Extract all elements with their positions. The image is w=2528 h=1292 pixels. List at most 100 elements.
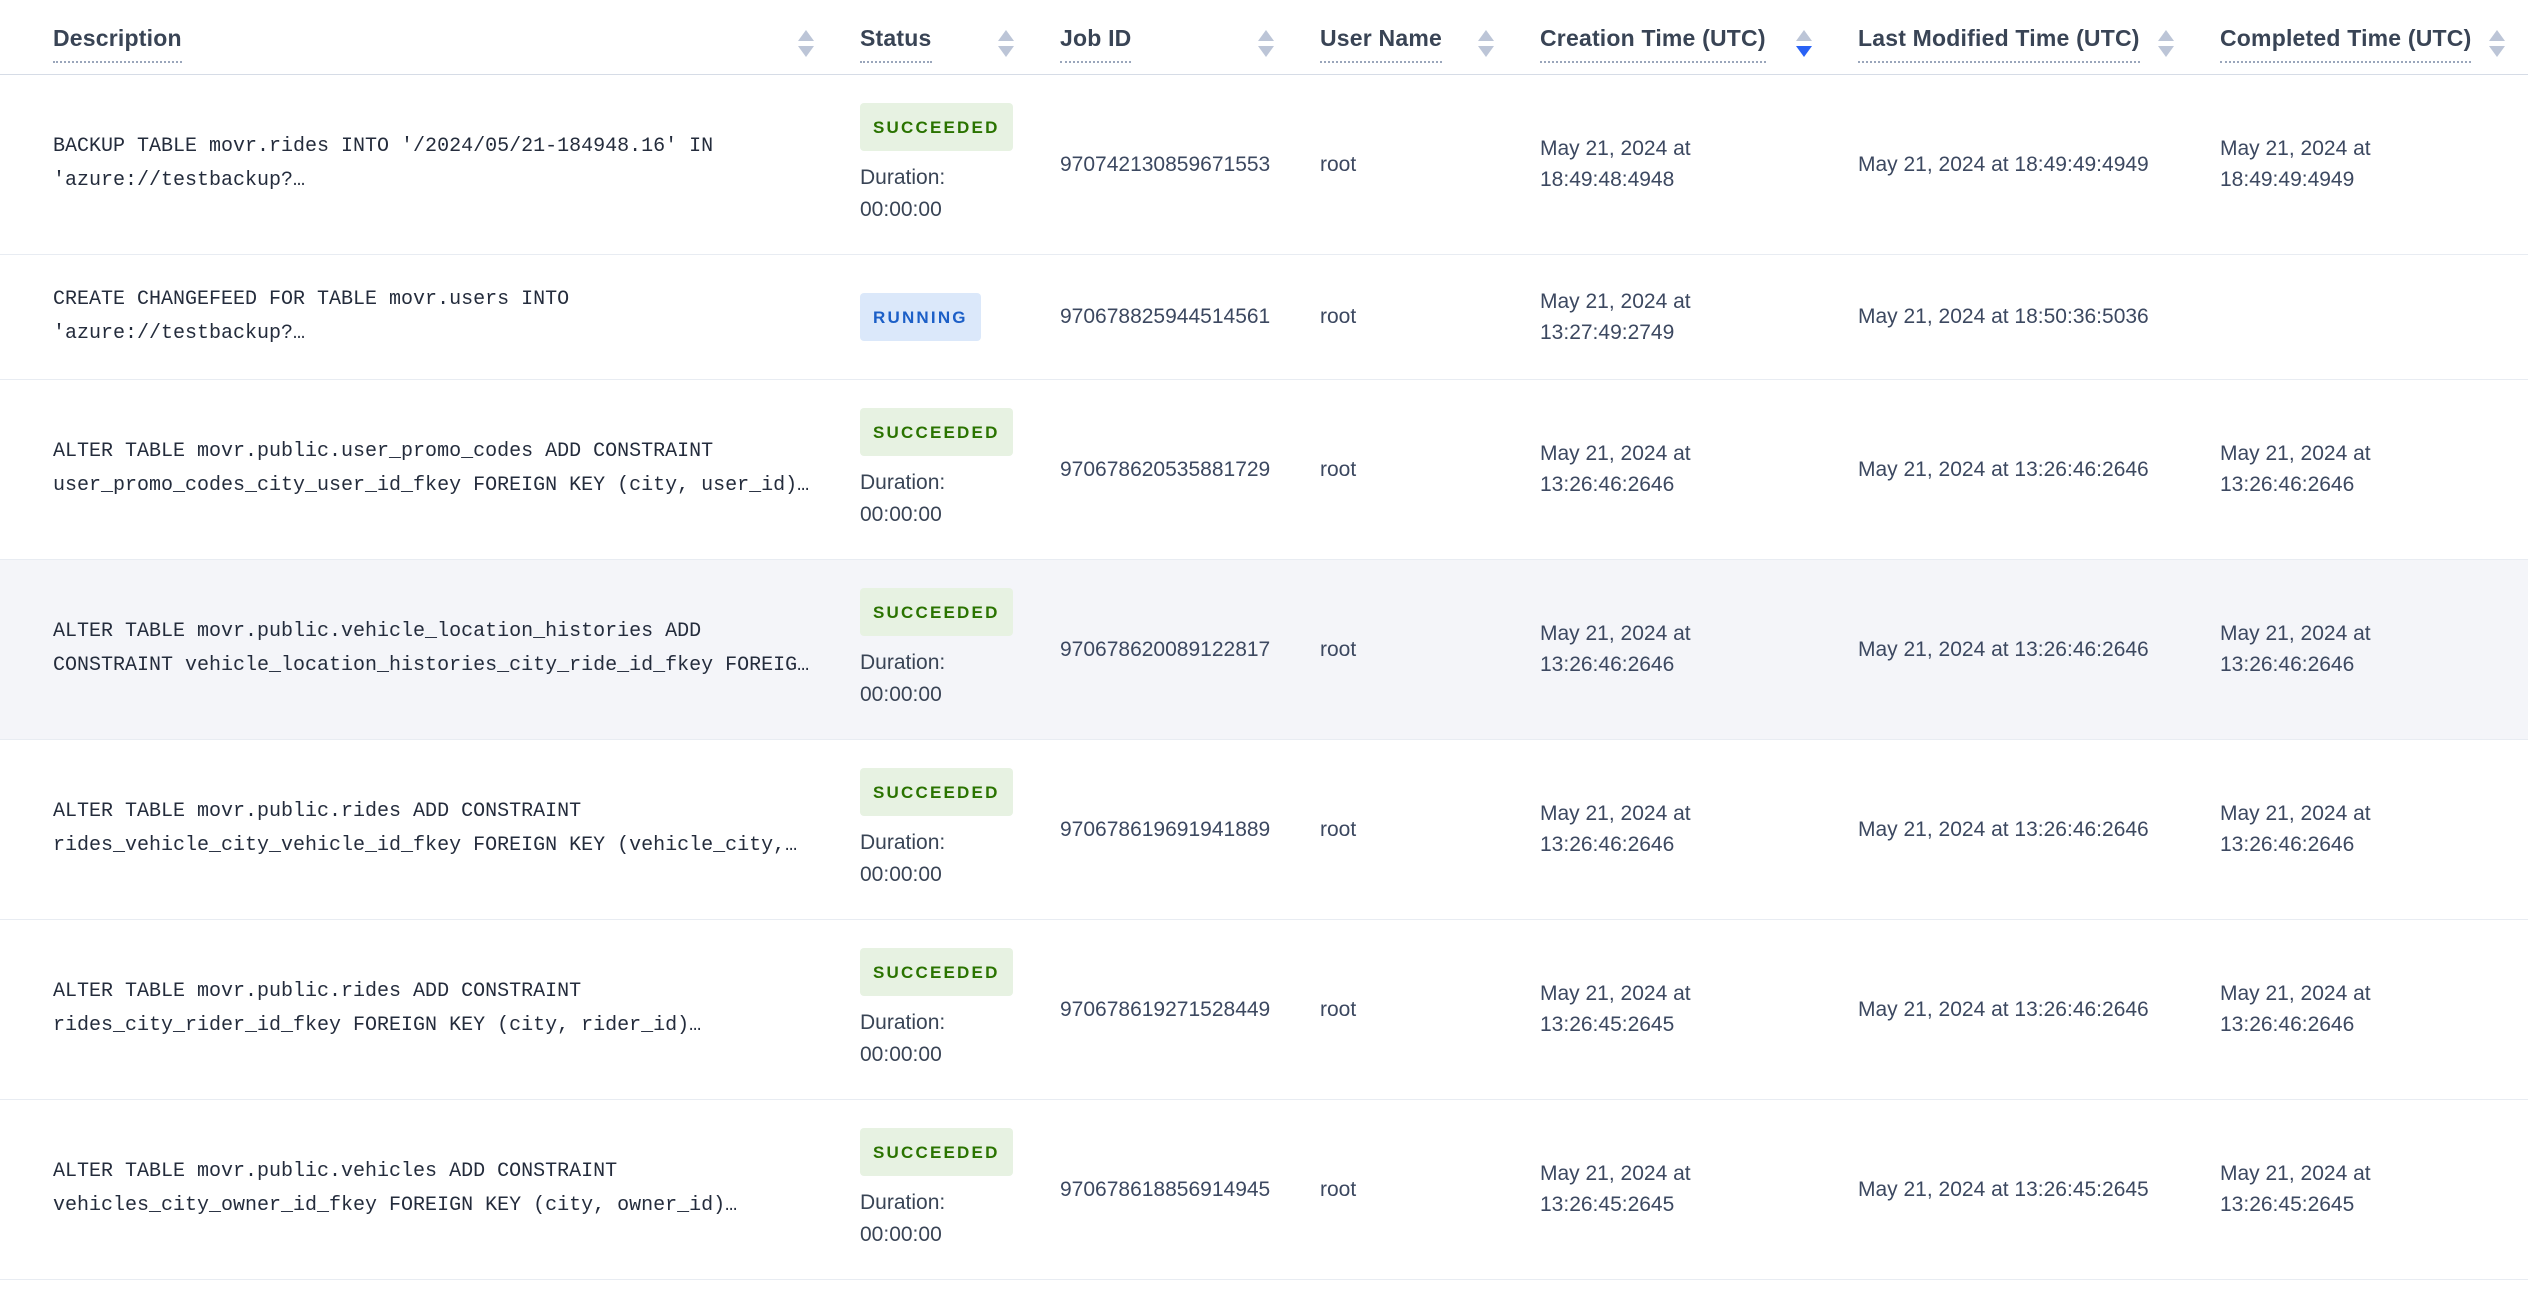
completed-time: May 21, 2024 at 13:26:46:2646	[2220, 802, 2371, 856]
sort-up-arrow-icon	[2489, 30, 2506, 42]
sort-down-arrow-icon	[1258, 46, 1274, 58]
last-modified-time: May 21, 2024 at 13:26:46:2646	[1858, 637, 2149, 661]
sort-down-arrow-icon	[998, 46, 1014, 58]
job-id: 970678620535881729	[1060, 457, 1271, 481]
sort-icon[interactable]	[2158, 30, 2174, 58]
sort-icon[interactable]	[2489, 30, 2506, 58]
duration-label: Duration:	[860, 470, 946, 494]
column-header-label: Status	[860, 25, 932, 63]
table-row[interactable]: ALTER TABLE movr.public.vehicles ADD CON…	[0, 1099, 2528, 1279]
sort-down-arrow-icon	[798, 46, 814, 58]
duration-value: 00:00:00	[860, 862, 942, 886]
creation-time: May 21, 2024 at 13:26:46:2646	[1540, 442, 1691, 496]
sort-up-arrow-icon	[1478, 30, 1494, 42]
job-description[interactable]: CREATE CHANGEFEED FOR TABLE movr.users I…	[53, 287, 570, 345]
sort-up-arrow-icon	[2158, 30, 2174, 42]
duration-value: 00:00:00	[860, 1222, 942, 1246]
completed-time: May 21, 2024 at 18:49:49:4949	[2220, 137, 2371, 191]
job-description[interactable]: BACKUP TABLE movr.rides INTO '/2024/05/2…	[53, 135, 714, 192]
job-id: 970678825944514561	[1060, 305, 1271, 328]
column-header-label: Creation Time (UTC)	[1540, 25, 1766, 63]
job-duration: Duration: 00:00:00	[860, 162, 1010, 226]
last-modified-time: May 21, 2024 at 13:26:45:2645	[1858, 1177, 2149, 1201]
sort-icon[interactable]	[1796, 30, 1812, 58]
status-badge: SUCCEEDED	[860, 947, 1013, 996]
user-name: root	[1320, 637, 1357, 661]
sort-up-arrow-icon	[1796, 30, 1812, 42]
table-row[interactable]: BACKUP TABLE movr.rides INTO '/2024/05/2…	[0, 74, 2528, 254]
user-name: root	[1300, 1279, 1520, 1292]
status-badge: SUCCEEDED	[860, 767, 1013, 816]
table-row[interactable]: ALTER TABLE movr.public.rides ADD CONSTR…	[0, 919, 2528, 1099]
sort-icon[interactable]	[1258, 30, 1274, 58]
last-modified-time: May 21, 2024 at 13:26:46:2646	[1858, 817, 2149, 841]
job-description[interactable]: ALTER TABLE movr.public.rides ADD CONSTR…	[53, 980, 702, 1037]
job-description[interactable]: ALTER TABLE movr.public.user_promo_codes…	[53, 440, 810, 497]
table-row[interactable]: CREATE CHANGEFEED FOR TABLE movr.users I…	[0, 254, 2528, 379]
user-name: root	[1320, 457, 1357, 481]
table-row[interactable]: ALTER TABLE movr.public.user_promo_codes…	[0, 379, 2528, 559]
duration-value: 00:00:00	[860, 502, 942, 526]
creation-time: May 21, 2024 at 13:27:49:2749	[1540, 289, 1691, 344]
sort-icon[interactable]	[998, 30, 1014, 58]
duration-value: 00:00:00	[860, 1042, 942, 1066]
creation-time: May 21, 2024 at 13:26:46:2646	[1540, 802, 1691, 856]
column-header[interactable]: Completed Time (UTC)	[2200, 0, 2528, 75]
completed-time: May 21, 2024 at 13:26:45:2645	[2220, 1162, 2371, 1216]
completed-time: May 21, 2024 at 13:26:44:2644	[2200, 1279, 2528, 1292]
sort-icon[interactable]	[1478, 30, 1494, 58]
column-header-label: Last Modified Time (UTC)	[1858, 25, 2140, 63]
completed-time: May 21, 2024 at 13:26:46:2646	[2220, 622, 2371, 676]
status-badge: RUNNING	[860, 292, 981, 341]
job-description[interactable]: ALTER TABLE movr.public.vehicle_location…	[53, 620, 810, 677]
status-badge: SUCCEEDED	[860, 407, 1013, 456]
user-name: root	[1320, 152, 1357, 176]
duration-label: Duration:	[860, 1010, 946, 1034]
job-id: 970742130859671553	[1060, 152, 1271, 176]
completed-time: May 21, 2024 at 13:26:46:2646	[2220, 982, 2371, 1036]
table-row[interactable]: ALTER TABLE movr.public.vehicle_location…	[0, 559, 2528, 739]
job-id: 970678619271528449	[1060, 997, 1271, 1021]
user-name: root	[1320, 997, 1357, 1021]
sort-down-arrow-icon	[1478, 46, 1494, 58]
column-header-label: Completed Time (UTC)	[2220, 25, 2472, 63]
table-row[interactable]: IMPORT INTO movr.public.rides CSV DATA (…	[0, 1279, 2528, 1292]
table-row[interactable]: ALTER TABLE movr.public.rides ADD CONSTR…	[0, 739, 2528, 919]
column-header-label: User Name	[1320, 25, 1442, 63]
column-header[interactable]: User Name	[1300, 0, 1520, 75]
column-header[interactable]: Status	[840, 0, 1040, 75]
sort-down-arrow-icon	[2158, 46, 2174, 58]
sort-down-arrow-icon	[1796, 46, 1812, 58]
user-name: root	[1320, 305, 1357, 328]
column-header-label: Job ID	[1060, 25, 1132, 63]
status-badge: SUCCEEDED	[860, 587, 1013, 636]
job-description[interactable]: ALTER TABLE movr.public.vehicles ADD CON…	[53, 1160, 738, 1217]
sort-icon[interactable]	[798, 30, 814, 58]
job-id: 970678619691941889	[1060, 817, 1271, 841]
job-id: 970678618856914945	[1060, 1177, 1271, 1201]
job-duration: Duration: 00:00:00	[860, 1007, 1010, 1071]
status-badge: SUCCEEDED	[860, 1127, 1013, 1176]
column-header[interactable]: Job ID	[1040, 0, 1300, 75]
sort-up-arrow-icon	[998, 30, 1014, 42]
creation-time: May 21, 2024 at 13:26:45:2645	[1540, 982, 1691, 1036]
duration-value: 00:00:00	[860, 197, 942, 221]
sort-up-arrow-icon	[1258, 30, 1274, 42]
column-header[interactable]: Creation Time (UTC)	[1520, 0, 1838, 75]
job-duration: Duration: 00:00:00	[860, 647, 1010, 711]
user-name: root	[1320, 1177, 1357, 1201]
creation-time: May 21, 2024 at 13:26:43:2643	[1520, 1279, 1838, 1292]
column-header[interactable]: Last Modified Time (UTC)	[1838, 0, 2200, 75]
column-header[interactable]: Description	[0, 0, 840, 75]
status-badge: SUCCEEDED	[860, 102, 1013, 151]
table-body: BACKUP TABLE movr.rides INTO '/2024/05/2…	[0, 74, 2528, 1292]
job-duration: Duration: 00:00:00	[860, 467, 1010, 531]
duration-label: Duration:	[860, 165, 946, 189]
job-id: 970678620089122817	[1060, 637, 1271, 661]
job-description[interactable]: ALTER TABLE movr.public.rides ADD CONSTR…	[53, 800, 798, 857]
user-name: root	[1320, 817, 1357, 841]
job-duration: Duration: 00:00:00	[860, 1187, 1010, 1251]
creation-time: May 21, 2024 at 13:26:46:2646	[1540, 622, 1691, 676]
